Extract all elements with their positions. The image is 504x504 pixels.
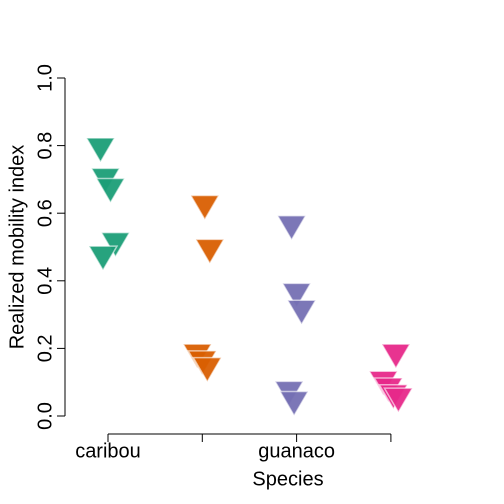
y-tick-label: 0.6	[34, 199, 56, 227]
marker	[276, 214, 307, 242]
marker	[383, 387, 414, 414]
y-tick-label: 0.4	[34, 267, 56, 295]
y-tick-label: 0.8	[34, 132, 56, 160]
marker	[87, 245, 119, 272]
marker	[380, 343, 412, 370]
marker	[286, 299, 317, 326]
marker	[278, 390, 310, 417]
y-tick-label: 0.2	[34, 334, 56, 362]
marker	[194, 238, 226, 265]
marker	[189, 194, 221, 221]
marker	[95, 177, 126, 205]
y-tick-label: 0.0	[34, 402, 56, 430]
y-axis-label: Realized mobility index	[6, 145, 28, 350]
x-axis-label: Species	[252, 468, 323, 490]
marker	[281, 282, 312, 309]
x-tick-label: guanaco	[258, 440, 335, 462]
y-tick-label: 1.0	[34, 64, 56, 92]
marker	[85, 137, 116, 164]
marker	[191, 356, 223, 384]
x-tick-label: caribou	[75, 440, 141, 462]
marker	[100, 231, 131, 259]
